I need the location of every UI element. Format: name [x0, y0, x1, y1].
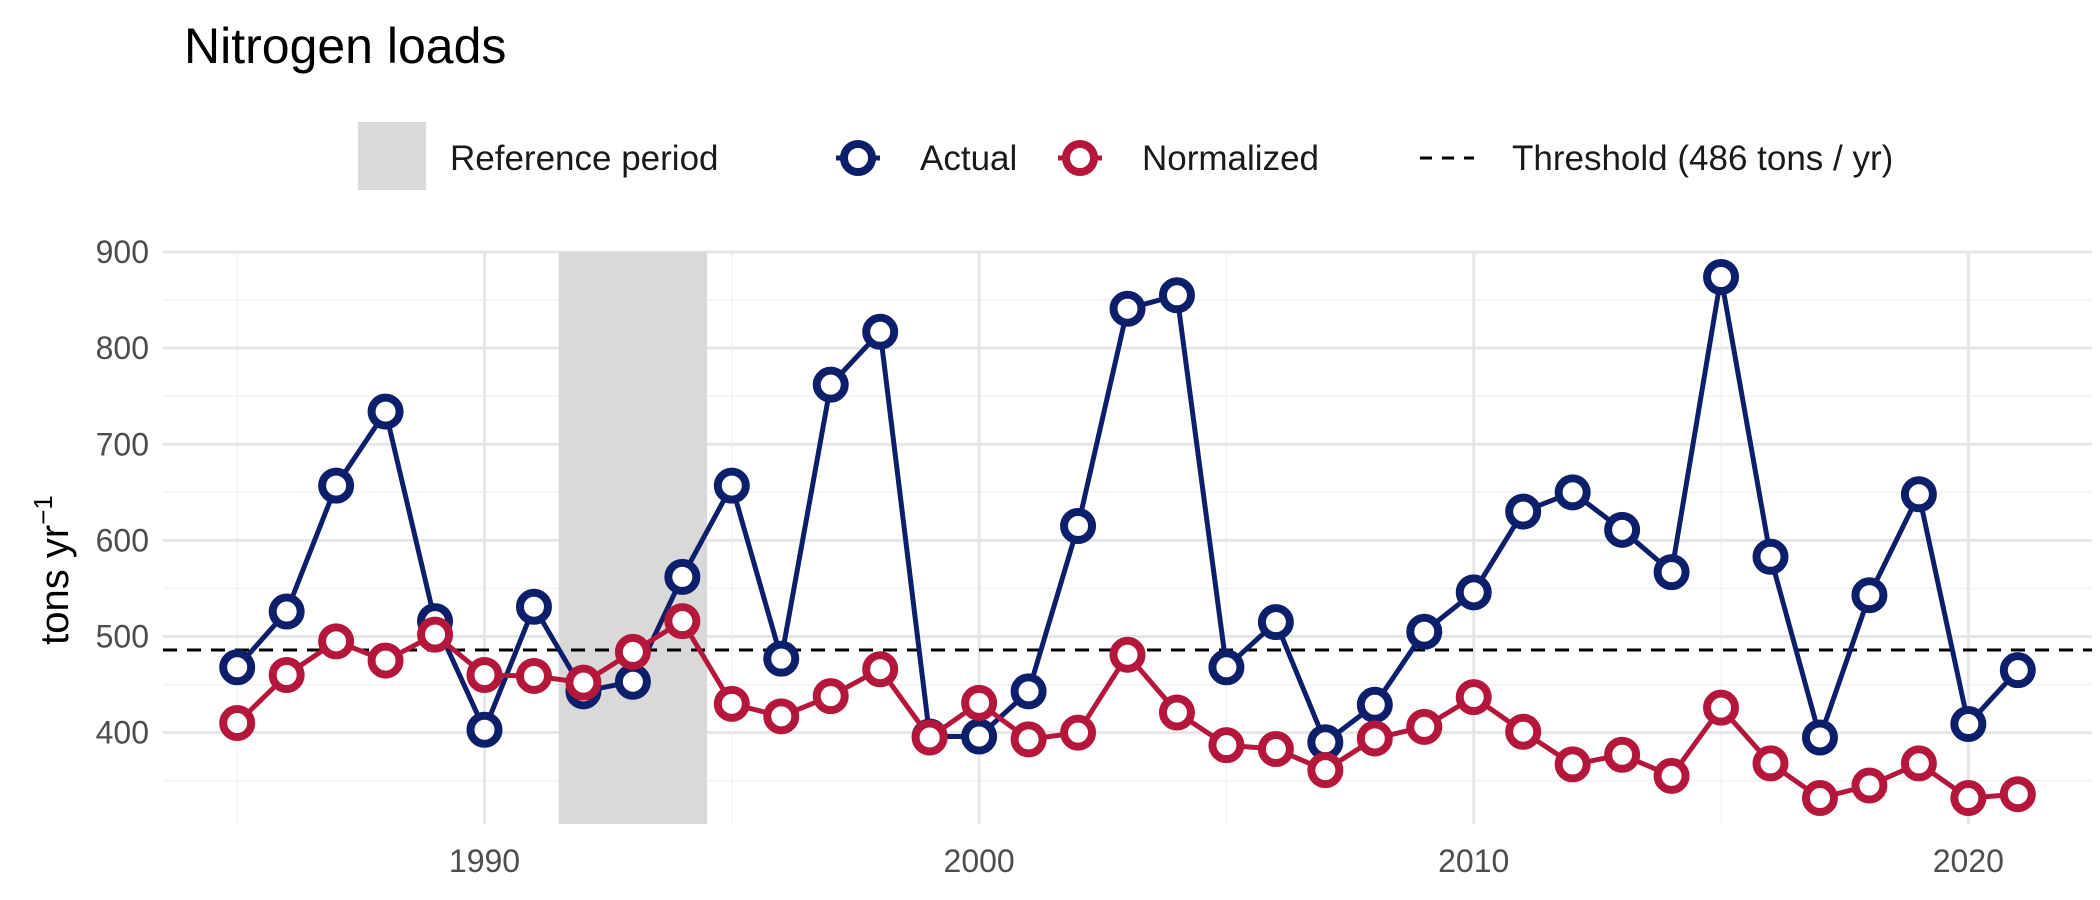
data-point-actual: [1703, 258, 1740, 295]
data-point-actual: [1158, 277, 1195, 314]
data-point-normalized: [1060, 714, 1097, 751]
data-point-actual: [1604, 511, 1641, 548]
data-point-normalized: [911, 719, 948, 756]
data-point-actual: [1900, 476, 1937, 513]
data-point-actual: [1801, 719, 1838, 756]
legend-actual-marker: [840, 140, 876, 176]
plot-area: 1990 2000 2010 2020 400 500 600 700 800 900: [96, 234, 2092, 879]
data-point-actual: [1356, 686, 1393, 723]
data-point-actual: [614, 663, 651, 700]
data-point-actual: [862, 313, 899, 350]
legend-normalized-marker: [1062, 140, 1098, 176]
series-normalized: [219, 603, 2036, 817]
data-point-normalized: [1406, 708, 1443, 745]
data-point-actual: [713, 467, 750, 504]
data-point-normalized: [763, 698, 800, 735]
data-point-actual: [515, 588, 552, 625]
data-point-normalized: [1208, 727, 1245, 764]
legend: Reference period Actual Normalized Thres…: [358, 122, 1893, 190]
data-point-actual: [961, 718, 998, 755]
data-point-actual: [1999, 652, 2036, 689]
data-point-normalized: [1950, 780, 1987, 817]
legend-reference-label: Reference period: [450, 139, 719, 178]
data-point-actual: [1010, 673, 1047, 710]
data-point-normalized: [1010, 721, 1047, 758]
data-point-actual: [219, 649, 256, 686]
x-tick-label: 2000: [944, 843, 1015, 879]
data-point-actual: [1257, 604, 1294, 641]
data-point-normalized: [1356, 720, 1393, 757]
data-point-normalized: [367, 642, 404, 679]
data-point-normalized: [1851, 767, 1888, 804]
data-point-normalized: [1752, 745, 1789, 782]
data-point-actual: [1455, 574, 1492, 611]
data-point-actual: [367, 393, 404, 430]
y-tick-label: 900: [96, 234, 149, 270]
y-axis-label-text: tons yr: [33, 525, 77, 645]
data-point-actual: [763, 640, 800, 677]
data-point-actual: [1307, 724, 1344, 761]
y-tick-label: 700: [96, 426, 149, 462]
data-point-normalized: [1703, 689, 1740, 726]
data-point-normalized: [466, 656, 503, 693]
data-point-normalized: [417, 616, 454, 653]
y-tick-label: 500: [96, 619, 149, 655]
x-tick-label: 2010: [1438, 843, 1509, 879]
x-tick-label: 2020: [1933, 843, 2004, 879]
data-point-actual: [1752, 538, 1789, 575]
legend-normalized-label: Normalized: [1142, 139, 1319, 178]
data-point-actual: [1554, 474, 1591, 511]
y-axis-label: tons yr−1: [28, 495, 77, 645]
data-point-normalized: [614, 633, 651, 670]
data-point-normalized: [565, 664, 602, 701]
data-point-normalized: [1505, 713, 1542, 750]
data-point-actual: [1406, 613, 1443, 650]
series-actual: [219, 258, 2036, 761]
data-point-actual: [466, 711, 503, 748]
y-axis-label-superscript: −1: [28, 495, 58, 525]
data-point-normalized: [1604, 736, 1641, 773]
data-point-normalized: [961, 684, 998, 721]
legend-actual-label: Actual: [920, 139, 1017, 178]
data-point-actual: [318, 467, 355, 504]
data-point-normalized: [1801, 780, 1838, 817]
data-point-normalized: [1900, 745, 1937, 782]
y-tick-label: 800: [96, 330, 149, 366]
data-point-actual: [1505, 493, 1542, 530]
data-point-actual: [1208, 649, 1245, 686]
y-tick-label: 400: [96, 715, 149, 751]
legend-threshold-label: Threshold (486 tons / yr): [1512, 139, 1893, 178]
data-point-actual: [1109, 290, 1146, 327]
data-point-actual: [1060, 507, 1097, 544]
data-point-normalized: [318, 623, 355, 660]
data-point-normalized: [1554, 746, 1591, 783]
data-point-actual: [1851, 577, 1888, 614]
data-point-normalized: [1257, 731, 1294, 768]
data-point-actual: [268, 593, 305, 630]
data-point-normalized: [1158, 694, 1195, 731]
legend-reference-swatch: [358, 122, 426, 190]
data-point-normalized: [812, 678, 849, 715]
data-point-normalized: [219, 705, 256, 742]
data-point-normalized: [1109, 636, 1146, 673]
data-point-normalized: [268, 656, 305, 693]
data-point-normalized: [664, 603, 701, 640]
y-tick-label: 600: [96, 522, 149, 558]
reference-period-band: [558, 252, 708, 824]
data-point-actual: [664, 558, 701, 595]
data-point-actual: [1950, 706, 1987, 743]
data-point-actual: [812, 366, 849, 403]
data-point-normalized: [1307, 752, 1344, 789]
data-point-normalized: [515, 657, 552, 694]
data-point-normalized: [1999, 776, 2036, 813]
data-point-normalized: [862, 651, 899, 688]
chart-title: Nitrogen loads: [184, 18, 506, 74]
data-point-normalized: [1653, 757, 1690, 794]
x-tick-label: 1990: [449, 843, 520, 879]
data-point-actual: [1653, 554, 1690, 591]
data-point-normalized: [713, 685, 750, 722]
data-point-normalized: [1455, 679, 1492, 716]
